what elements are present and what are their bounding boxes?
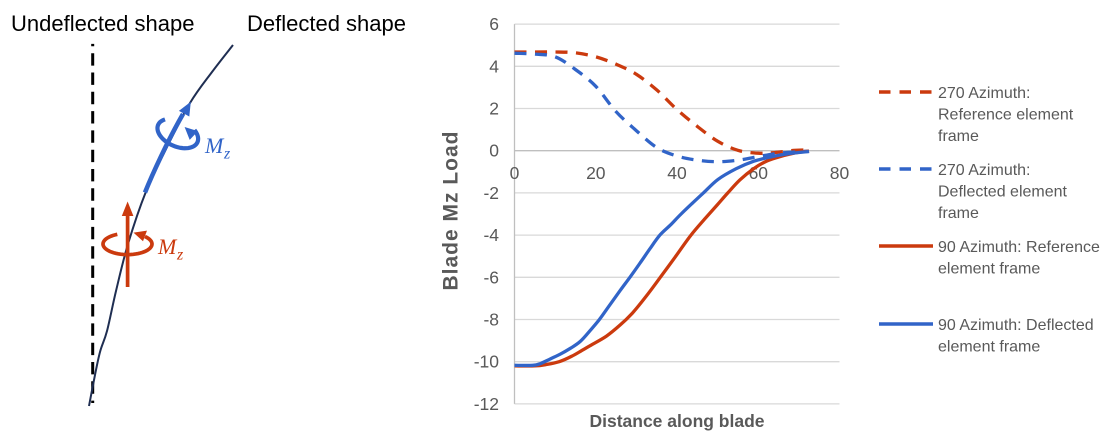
svg-text:-12: -12 — [474, 394, 499, 414]
svg-text:z: z — [223, 146, 231, 163]
svg-text:M: M — [157, 234, 178, 259]
svg-text:Blade Mz Load: Blade Mz Load — [440, 130, 463, 290]
svg-text:90 Azimuth: Reference: 90 Azimuth: Reference — [938, 239, 1100, 256]
svg-text:Deflected shape: Deflected shape — [247, 11, 406, 36]
svg-text:-6: -6 — [483, 267, 499, 287]
svg-text:-4: -4 — [483, 225, 499, 245]
svg-text:270 Azimuth:: 270 Azimuth: — [938, 162, 1031, 179]
svg-text:0: 0 — [489, 141, 499, 161]
svg-text:6: 6 — [489, 14, 499, 34]
svg-text:80: 80 — [830, 163, 850, 183]
svg-text:M: M — [204, 133, 225, 158]
svg-text:element frame: element frame — [938, 260, 1040, 277]
svg-text:Reference element: Reference element — [938, 106, 1074, 123]
svg-text:Deflected element: Deflected element — [938, 183, 1068, 200]
svg-text:2: 2 — [489, 99, 499, 119]
svg-text:0: 0 — [510, 163, 520, 183]
svg-text:element frame: element frame — [938, 338, 1040, 355]
svg-text:frame: frame — [938, 205, 979, 222]
svg-text:frame: frame — [938, 128, 979, 145]
svg-text:-8: -8 — [483, 310, 499, 330]
svg-text:270 Azimuth:: 270 Azimuth: — [938, 85, 1031, 102]
svg-text:90 Azimuth: Deflected: 90 Azimuth: Deflected — [938, 317, 1094, 334]
svg-text:-10: -10 — [474, 352, 500, 372]
svg-text:Undeflected shape: Undeflected shape — [11, 11, 194, 36]
svg-text:-2: -2 — [483, 183, 499, 203]
svg-text:4: 4 — [489, 56, 499, 76]
svg-text:z: z — [176, 247, 184, 264]
svg-text:20: 20 — [586, 163, 606, 183]
svg-text:40: 40 — [667, 163, 687, 183]
svg-text:Distance along blade: Distance along blade — [589, 411, 764, 431]
